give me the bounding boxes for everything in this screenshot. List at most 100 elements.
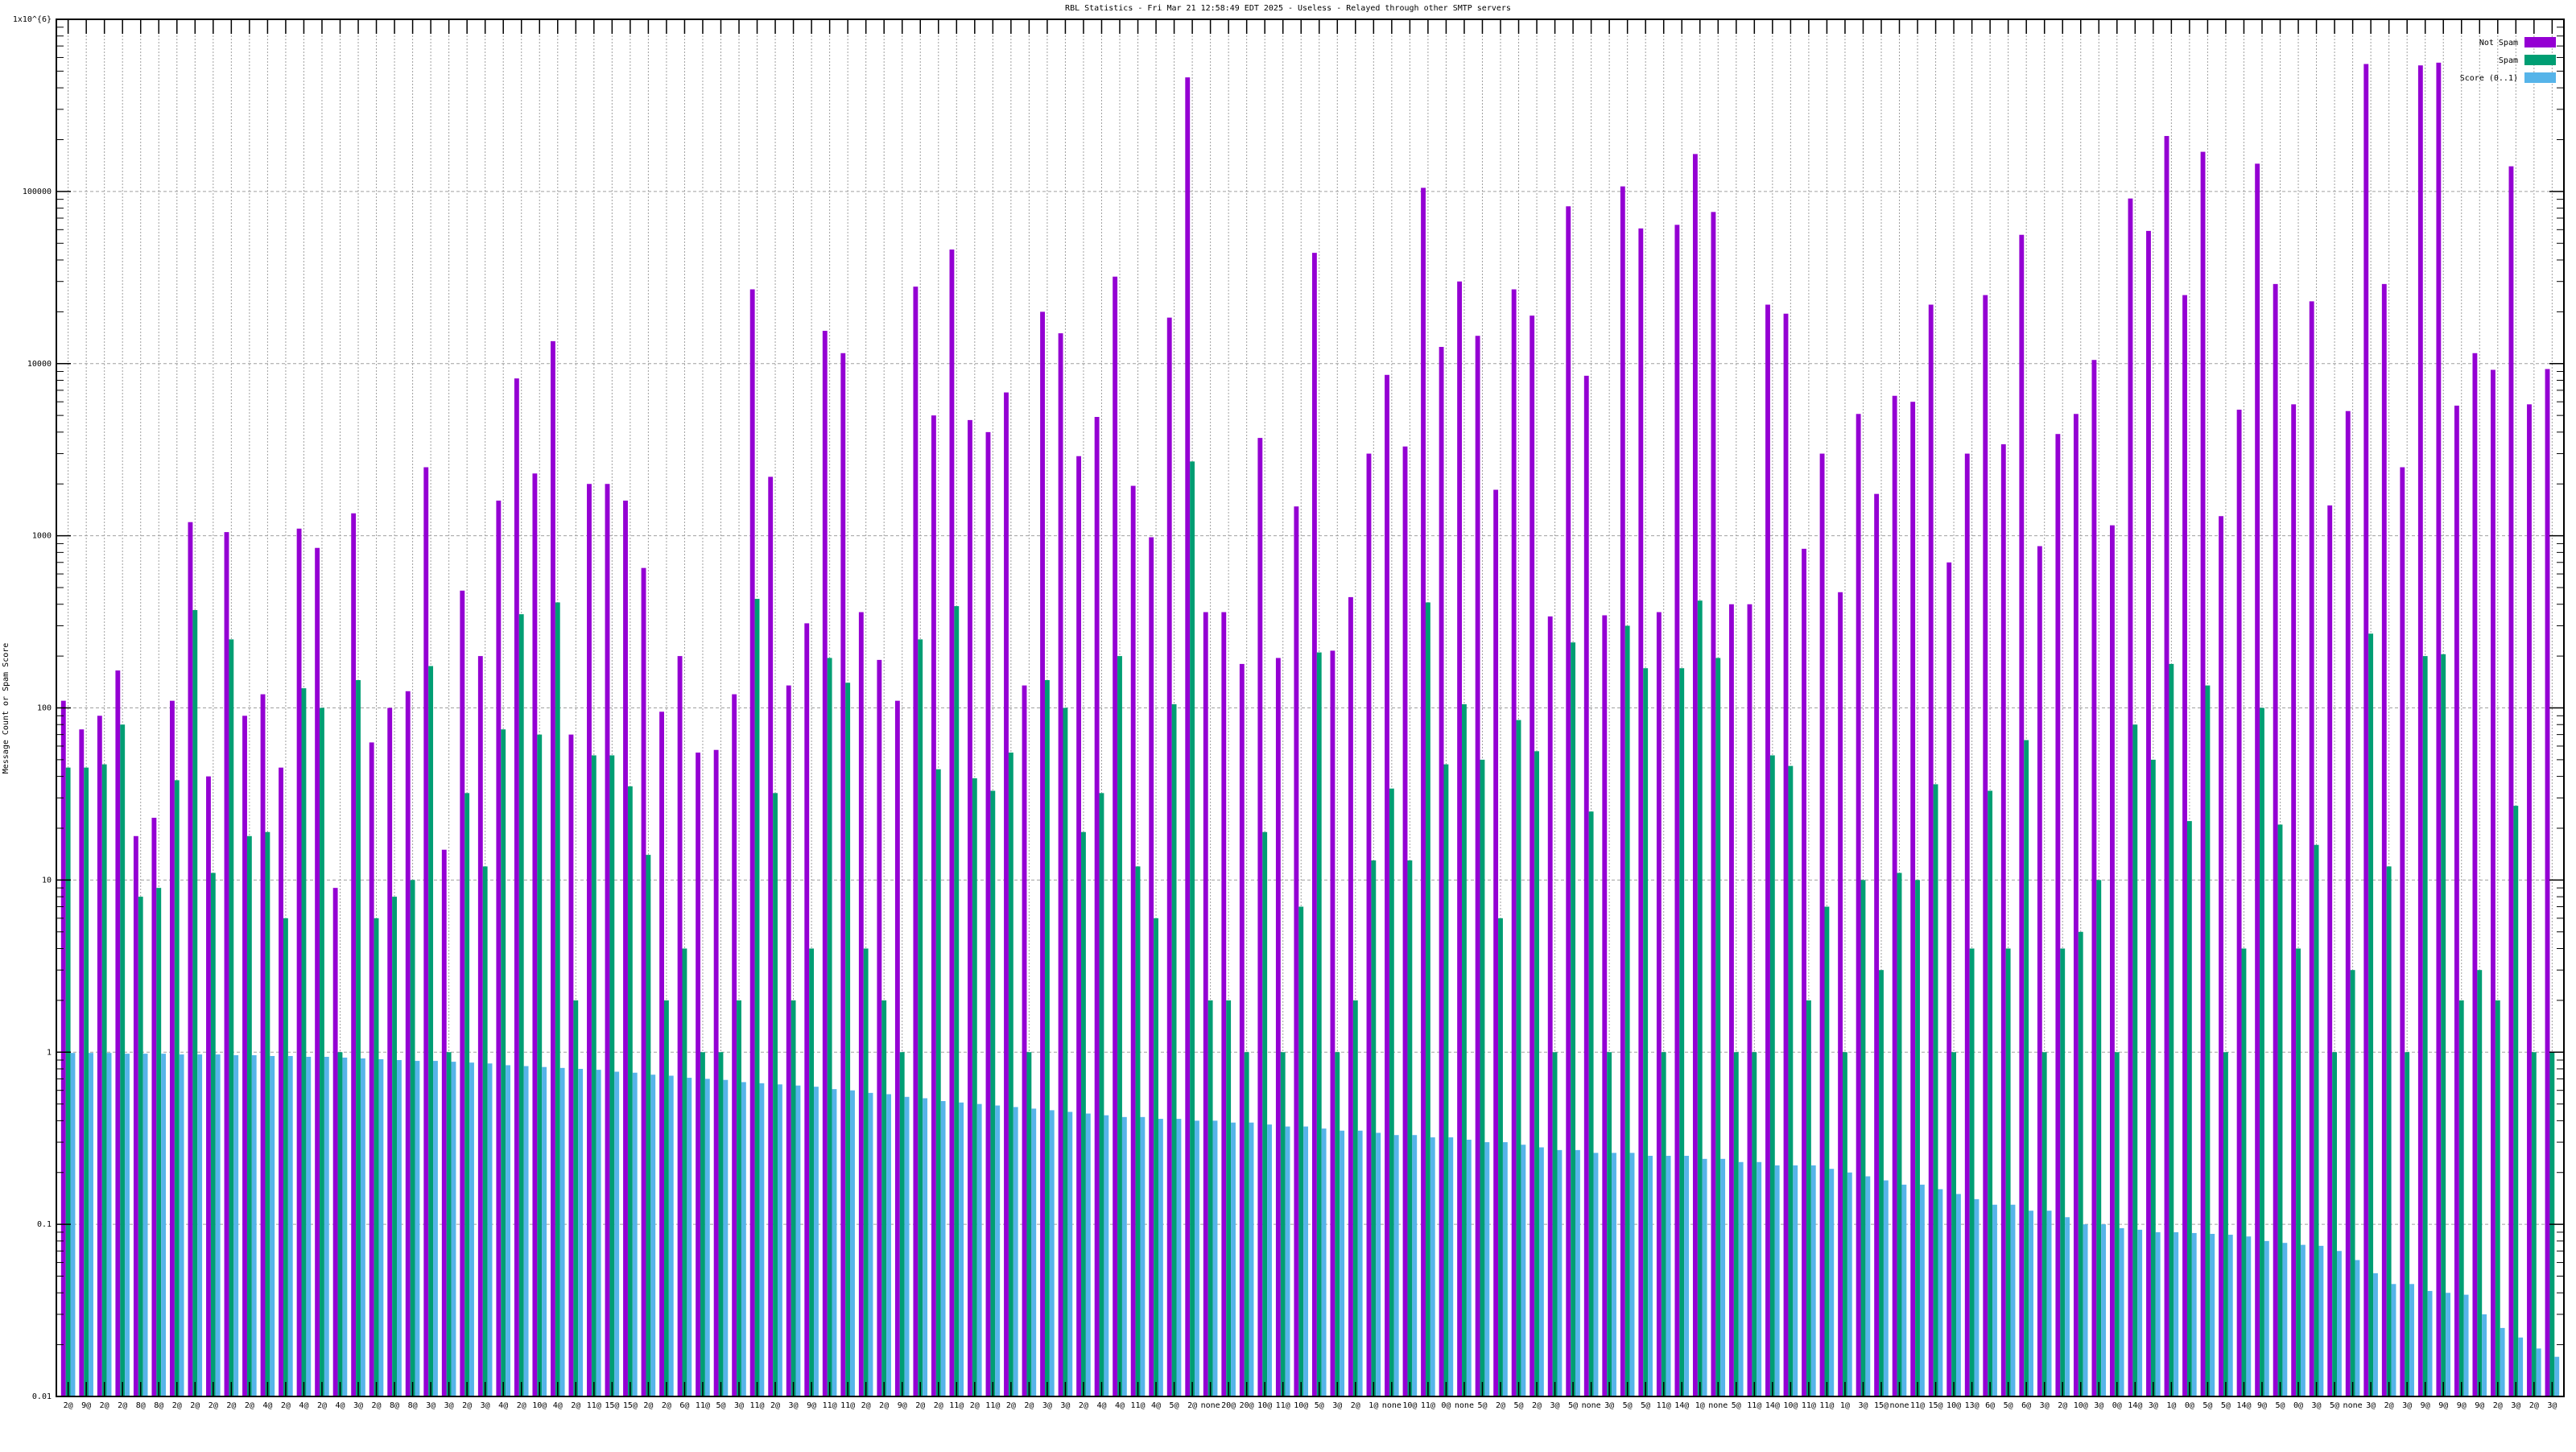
bar-spam [138,897,143,1396]
bar-spam [356,679,361,1396]
bar-spam [410,880,415,1396]
bar-score [2046,1211,2052,1396]
bar-spam [537,734,543,1396]
bar-spam [1915,880,1920,1396]
bar-spam [1552,1052,1558,1396]
bar-spam [2386,866,2392,1396]
bar-score [142,1054,148,1396]
bar-spam [1044,679,1050,1396]
x-tick-label: 14@ [1674,1401,1689,1410]
bar-score [2536,1348,2541,1396]
bar-not-spam [1765,304,1770,1396]
x-tick-label: 2@ [861,1401,871,1410]
bar-not-spam [2019,234,2025,1396]
x-tick-label: 11@ [1130,1401,1145,1410]
bar-score [976,1103,982,1396]
x-tick-label: 5@ [1477,1401,1487,1410]
bar-spam [663,1000,669,1396]
bar-spam [845,683,851,1396]
bar-score [559,1067,565,1396]
bar-spam [246,835,252,1396]
bar-not-spam [496,500,502,1397]
bar-spam [2205,685,2211,1396]
bar-spam [1335,1052,1340,1396]
bar-not-spam [659,712,664,1396]
bar-spam [1933,784,1938,1396]
bar-not-spam [460,590,465,1396]
axes: 0.01 0.1 1 10 100 1000 10000 100000 1x10^{6} 2@ 9@… [13,15,2565,1410]
bar-spam [65,767,71,1396]
bar-score [251,1055,257,1396]
x-tick-label: 3@ [2149,1401,2158,1410]
bar-not-spam [1856,414,1861,1396]
x-tick-label: 20@ [1221,1401,1236,1410]
bar-not-spam [2255,163,2260,1396]
bar-not-spam [840,353,846,1396]
bar-not-spam [1838,592,1843,1396]
x-tick-label: 11@ [587,1401,601,1410]
bar-spam [1843,1052,1847,1396]
x-tick-label: 15@ [1874,1401,1889,1410]
bar-score [378,1059,384,1396]
bar-spam [972,778,977,1396]
x-tick-label: 3@ [734,1401,744,1410]
x-tick-label: 8@ [154,1401,163,1410]
bar-spam [1897,872,1902,1396]
bar-score [2264,1240,2269,1396]
bar-score [1738,1161,1744,1396]
bar-not-spam [115,670,121,1396]
bar-score [89,1053,93,1396]
bar-score [125,1054,130,1396]
x-tick-label: 2@ [2384,1401,2394,1410]
x-tick-label: 1@ [1695,1401,1705,1410]
bar-not-spam [1166,317,1172,1396]
bar-spam [320,707,324,1396]
bar-spam [718,1052,724,1396]
bar-score [270,1056,275,1396]
bar-not-spam [1185,77,1191,1396]
x-tick-label: 3@ [2366,1401,2376,1410]
bar-spam [2405,1052,2410,1396]
bar-spam [1879,970,1884,1396]
bar-spam [1298,906,1304,1396]
bar-not-spam [2073,414,2079,1396]
bar-not-spam [2128,198,2133,1397]
y-tick-label: 1x10^{6} [13,15,52,24]
bar-score [1629,1153,1635,1396]
bar-score [106,1053,112,1396]
bar-score [795,1085,801,1396]
y-tick-label: 100000 [23,188,52,196]
x-tick-label: 14@ [1765,1401,1780,1410]
bar-spam [682,948,687,1396]
bar-spam [1643,668,1649,1396]
x-tick-label: none [1708,1401,1728,1410]
bar-score [70,1053,76,1396]
bar-score [1865,1176,1871,1396]
bar-score [2083,1224,2088,1396]
bar-spam [2150,759,2156,1396]
bar-not-spam [1802,548,1806,1396]
bar-not-spam [1311,253,1317,1396]
bar-spam [1588,811,1594,1396]
bar-spam [1226,1000,1232,1396]
x-tick-label: 2@ [462,1401,472,1410]
bar-spam [2332,1052,2338,1396]
bar-score [923,1098,928,1396]
bar-not-spam [1946,562,1952,1396]
bar-not-spam [1257,438,1263,1396]
bar-spam [954,606,960,1396]
y-tick-label: 0.1 [37,1220,52,1229]
bar-score [1067,1112,1073,1396]
bar-score [959,1102,964,1396]
bar-spam [935,769,941,1396]
bar-not-spam [2182,295,2187,1396]
bar-score [2119,1227,2124,1396]
bar-not-spam [1928,304,1934,1396]
bar-not-spam [2417,65,2423,1397]
bar-score [1267,1124,1272,1396]
bar-spam [2005,948,2011,1396]
bar-not-spam [550,340,555,1396]
x-tick-label: 9@ [2475,1401,2484,1410]
x-tick-label: 2@ [571,1401,580,1410]
bar-not-spam [2273,283,2278,1396]
